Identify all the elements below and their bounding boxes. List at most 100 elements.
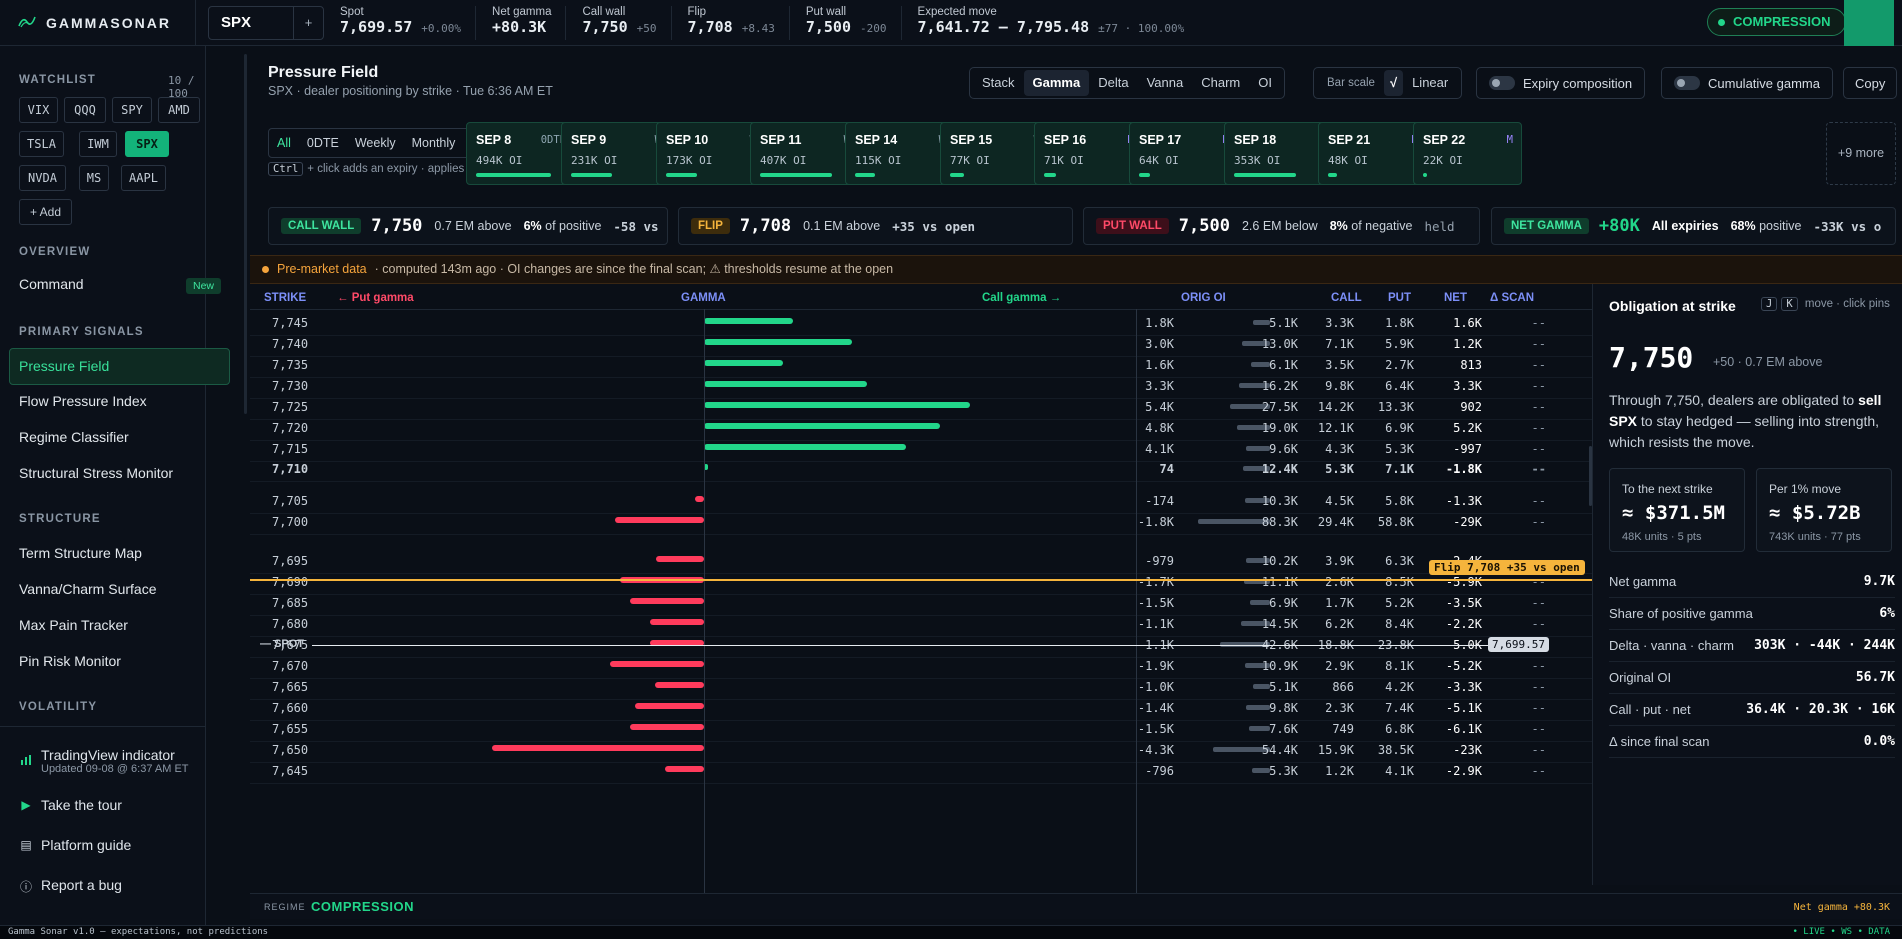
expiry-card[interactable]: SEP 16M71K OI	[1034, 122, 1143, 185]
table-row[interactable]: 7,670 -1.9K 10.9K 2.9K 8.1K -5.2K --	[250, 653, 1592, 679]
expiry-composition-toggle[interactable]: Expiry composition	[1476, 67, 1646, 99]
take-tour-link[interactable]: ▶ Take the tour	[19, 797, 122, 813]
tradingview-indicator-link[interactable]: TradingView indicator Updated 09-08 @ 6:3…	[19, 747, 189, 775]
expiry-card[interactable]: SEP 11W407K OI	[750, 122, 859, 185]
nav-structural-stress-monitor[interactable]: Structural Stress Monitor	[19, 465, 174, 481]
table-row[interactable]: 7,655 -1.5K 7.6K 749 6.8K -6.1K --	[250, 716, 1592, 742]
table-scrollbar[interactable]	[1589, 446, 1592, 506]
brand-logo[interactable]: GAMMASONAR	[0, 0, 196, 46]
add-watchlist-button[interactable]: + Add	[19, 199, 72, 225]
expiry-card[interactable]: SEP 21M48K OI	[1318, 122, 1427, 185]
nav-command[interactable]: Command	[19, 276, 84, 292]
nav-pressure-field[interactable]: Pressure Field	[9, 348, 230, 385]
filter-all[interactable]: All	[277, 136, 291, 150]
table-row[interactable]: 7,685 -1.5K 6.9K 1.7K 5.2K -3.5K --	[250, 590, 1592, 616]
table-row[interactable]: 7,650 -4.3K 54.4K 15.9K 38.5K -23K --	[250, 737, 1592, 763]
col-put[interactable]: PUT	[1388, 292, 1411, 304]
watchlist-chip-tsla[interactable]: TSLA	[19, 131, 64, 157]
tab-stack[interactable]: Stack	[982, 75, 1015, 90]
nav-regime-classifier[interactable]: Regime Classifier	[19, 429, 129, 445]
tab-delta[interactable]: Delta	[1098, 75, 1129, 90]
symbol-input[interactable]: SPX	[221, 13, 252, 31]
table-row[interactable]: 7,720 4.8K 19.0K 12.1K 6.9K 5.2K --	[250, 415, 1592, 441]
bar-scale-sqrt[interactable]: √	[1383, 70, 1404, 96]
account-button[interactable]	[1844, 0, 1894, 46]
symbol-selector[interactable]: SPX +	[208, 5, 324, 40]
bar-scale-linear[interactable]: Linear	[1412, 75, 1449, 90]
table-row[interactable]: 7,740 3.0K 13.0K 7.1K 5.9K 1.2K --	[250, 331, 1592, 357]
cumulative-gamma-toggle[interactable]: Cumulative gamma	[1661, 67, 1833, 99]
filter-0dte[interactable]: 0DTE	[306, 136, 339, 150]
expiry-card[interactable]: SEP 8 0DTE 494K OI	[466, 122, 575, 185]
chart-bars-icon	[19, 754, 33, 768]
table-row[interactable]: 7,745 1.8K 5.1K 3.3K 1.8K 1.6K --	[250, 310, 1592, 336]
put-wall-card[interactable]: PUT WALL 7,500 2.6 EM below 8% of negati…	[1083, 207, 1480, 245]
regime-badge[interactable]: COMPRESSION	[1707, 8, 1846, 36]
col-strike[interactable]: STRIKE	[264, 292, 307, 304]
expiry-card[interactable]: SEP 22 M 22K OI	[1413, 122, 1522, 185]
watchlist-chip-nvda[interactable]: NVDA	[19, 165, 66, 191]
nav-vanna-charm-surface[interactable]: Vanna/Charm Surface	[19, 581, 157, 597]
report-bug-link[interactable]: ⓘ Report a bug	[19, 877, 122, 894]
filter-weekly[interactable]: Weekly	[354, 136, 396, 150]
col-gamma[interactable]: GAMMA	[681, 292, 726, 304]
table-row[interactable]: 7,705 -174 10.3K 4.5K 5.8K -1.3K --	[250, 488, 1592, 514]
table-row[interactable]: 7,710 74 12.4K 5.3K 7.1K -1.8K --	[250, 456, 1592, 482]
watchlist-chip-ms[interactable]: MS	[79, 165, 109, 191]
expiry-card[interactable]: SEP 9W231K OI	[561, 122, 670, 185]
nav-term-structure-map[interactable]: Term Structure Map	[19, 545, 142, 561]
table-row[interactable]: 7,715 4.1K 9.6K 4.3K 5.3K -997 --	[250, 436, 1592, 462]
tab-gamma[interactable]: Gamma	[1023, 70, 1090, 96]
call-wall-card[interactable]: CALL WALL 7,750 0.7 EM above 6% of posit…	[268, 207, 668, 245]
expiry-card[interactable]: SEP 10W173K OI	[656, 122, 765, 185]
net-gamma-stat: Net gamma +80.3K	[492, 5, 567, 40]
table-row[interactable]: 7,665 -1.0K 5.1K 866 4.2K -3.3K --	[250, 674, 1592, 700]
metric-value: 6%	[1879, 606, 1895, 621]
table-row[interactable]: 7,700 -1.8K 88.3K 29.4K 58.8K -29K --	[250, 509, 1592, 535]
tradingview-updated: Updated 09-08 @ 6:37 AM ET	[41, 763, 189, 775]
flip-card[interactable]: FLIP 7,708 0.1 EM above +35 vs open	[678, 207, 1073, 245]
watchlist-chip-qqq[interactable]: QQQ	[64, 97, 106, 123]
col-net[interactable]: NET	[1444, 292, 1467, 304]
more-expiries-button[interactable]: +9 more	[1826, 122, 1896, 185]
toggle-switch[interactable]	[1674, 76, 1700, 90]
tab-oi[interactable]: OI	[1258, 75, 1272, 90]
toggle-switch[interactable]	[1489, 76, 1515, 90]
expiry-card[interactable]: SEP 17M64K OI	[1129, 122, 1238, 185]
tab-vanna[interactable]: Vanna	[1146, 75, 1184, 90]
table-row[interactable]: 7,645 -796 5.3K 1.2K 4.1K -2.9K --	[250, 758, 1592, 784]
platform-guide-link[interactable]: ▤ Platform guide	[19, 837, 131, 853]
table-row[interactable]: 7,735 1.6K 6.1K 3.5K 2.7K 813 --	[250, 352, 1592, 378]
strike-table[interactable]: 7,745 1.8K 5.1K 3.3K 1.8K 1.6K -- 7,740 3.0K 13.0…	[250, 309, 1592, 915]
net-cell: -5.9K	[1445, 575, 1482, 589]
watchlist-chip-spy[interactable]: SPY	[112, 97, 152, 123]
sidebar-scrollbar[interactable]	[244, 54, 247, 414]
col-orig-oi[interactable]: ORIG OI	[1181, 292, 1226, 304]
nav-max-pain-tracker[interactable]: Max Pain Tracker	[19, 617, 128, 633]
table-row[interactable]: 7,680 -1.1K 14.5K 6.2K 8.4K -2.2K --	[250, 611, 1592, 637]
net-cell: -5.2K	[1445, 659, 1482, 673]
copy-button[interactable]: Copy	[1843, 67, 1898, 99]
watchlist-chip-spx[interactable]: SPX	[125, 131, 169, 157]
watchlist-chip-iwm[interactable]: IWM	[79, 131, 117, 157]
filter-monthly[interactable]: Monthly	[411, 136, 456, 150]
expiry-card[interactable]: SEP 14W115K OI	[845, 122, 954, 185]
table-row[interactable]: 7,730 3.3K 16.2K 9.8K 6.4K 3.3K --	[250, 373, 1592, 399]
col-call[interactable]: CALL	[1331, 292, 1362, 304]
watchlist-chip-vix[interactable]: VIX	[19, 97, 58, 123]
nav-flow-pressure-index[interactable]: Flow Pressure Index	[19, 393, 147, 409]
col-delta-scan[interactable]: Δ SCAN	[1490, 292, 1535, 304]
add-symbol-button[interactable]: +	[293, 6, 323, 39]
expiry-card[interactable]: SEP 18M353K OI	[1224, 122, 1333, 185]
table-row[interactable]: 7,725 5.4K 27.5K 14.2K 13.3K 902 --	[250, 394, 1592, 420]
expiry-card[interactable]: SEP 15W77K OI	[940, 122, 1049, 185]
put-cell: 6.9K	[1385, 421, 1414, 435]
call-cell: 3.9K	[1325, 554, 1354, 568]
table-row[interactable]: 7,660 -1.4K 9.8K 2.3K 7.4K -5.1K --	[250, 695, 1592, 721]
nav-pin-risk-monitor[interactable]: Pin Risk Monitor	[19, 653, 121, 669]
watchlist-chip-amd[interactable]: AMD	[158, 97, 200, 123]
net-gamma-card[interactable]: NET GAMMA +80K All expiries 68% positive…	[1491, 207, 1896, 245]
watchlist-chip-aapl[interactable]: AAPL	[121, 165, 166, 191]
tab-charm[interactable]: Charm	[1201, 75, 1241, 90]
orig-oi-bar	[1242, 341, 1270, 346]
